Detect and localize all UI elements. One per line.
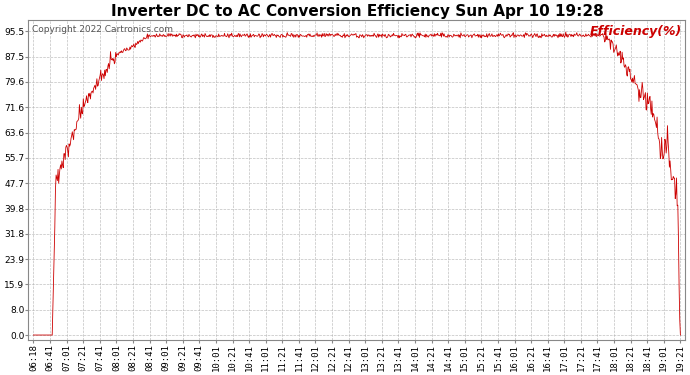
Title: Inverter DC to AC Conversion Efficiency Sun Apr 10 19:28: Inverter DC to AC Conversion Efficiency … <box>110 4 603 19</box>
Text: Efficiency(%): Efficiency(%) <box>590 25 682 38</box>
Text: Copyright 2022 Cartronics.com: Copyright 2022 Cartronics.com <box>32 25 173 34</box>
